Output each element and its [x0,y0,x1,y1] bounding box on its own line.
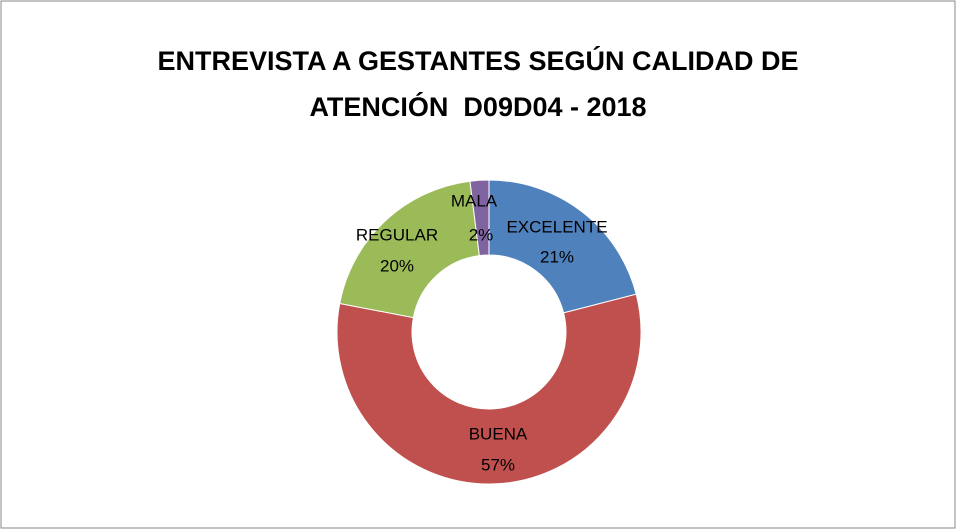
donut-slice [488,179,637,314]
slice-label: BUENA [469,424,528,443]
slice-label: MALA [451,191,498,210]
slice-value-label: 2% [469,225,494,244]
donut-slice [469,179,490,257]
slice-value-label: 21% [540,247,574,266]
slice-label: EXCELENTE [506,217,607,236]
slice-label: REGULAR [356,225,438,244]
slice-value-label: 20% [380,256,414,275]
chart-title: ENTREVISTA A GESTANTES SEGÚN CALIDAD DE … [157,46,806,122]
slice-value-label: 57% [481,455,515,474]
donut-slice [336,293,642,485]
donut-slice [339,180,480,319]
